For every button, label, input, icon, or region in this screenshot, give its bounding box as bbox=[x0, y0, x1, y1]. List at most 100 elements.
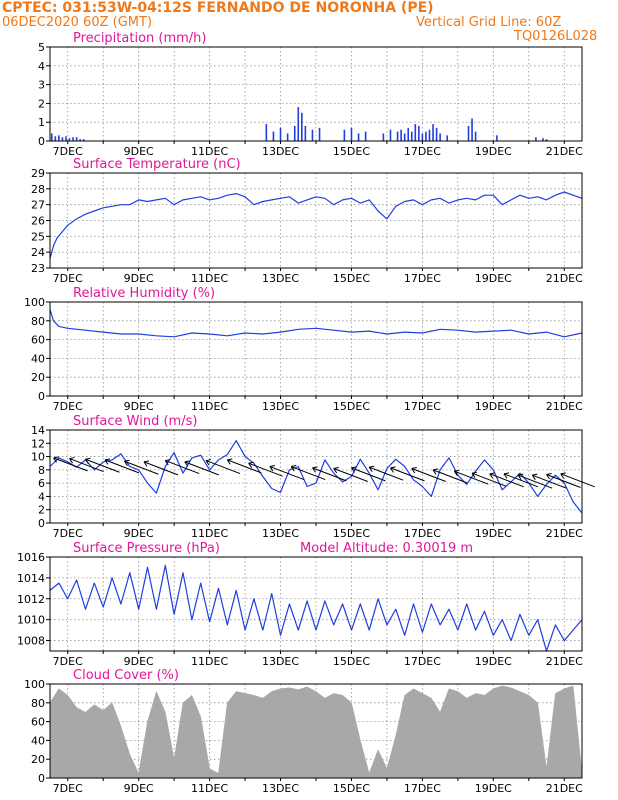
temp-xtick-label: 19DEC bbox=[475, 272, 512, 285]
precip-bar bbox=[414, 124, 417, 141]
pres-ytick-label: 1014 bbox=[17, 572, 45, 585]
wind-arrow bbox=[453, 469, 489, 485]
pres-ytick-label: 1016 bbox=[17, 551, 45, 564]
rh-xtick-label: 7DEC bbox=[53, 400, 83, 413]
wind-xtick-label: 17DEC bbox=[404, 527, 441, 540]
wind-arrow bbox=[69, 457, 104, 473]
precip-bar bbox=[364, 131, 367, 141]
rh-title: Relative Humidity (%) bbox=[73, 286, 215, 301]
precip-xtick-label: 15DEC bbox=[333, 145, 370, 158]
rh-xtick-label: 21DEC bbox=[546, 400, 583, 413]
pres-xtick-label: 7DEC bbox=[53, 655, 83, 668]
precip-bar bbox=[535, 137, 537, 141]
precip-xtick-label: 19DEC bbox=[475, 145, 512, 158]
cloud-title: Cloud Cover (%) bbox=[73, 668, 179, 683]
wind-ytick-label: 8 bbox=[38, 464, 45, 477]
precip-bar bbox=[446, 135, 449, 141]
precip-ytick-label: 0 bbox=[38, 135, 45, 148]
rh-xtick-label: 15DEC bbox=[333, 400, 370, 413]
wind-arrow bbox=[333, 467, 368, 482]
precip-bar bbox=[304, 125, 307, 141]
precip-bar bbox=[425, 131, 427, 141]
precip-bar bbox=[403, 133, 406, 141]
temp-ytick-label: 29 bbox=[31, 167, 45, 180]
wind-xtick-label: 7DEC bbox=[53, 527, 83, 540]
precip-bar bbox=[318, 127, 321, 141]
wind-arrow bbox=[226, 458, 262, 474]
precip-bar bbox=[82, 139, 85, 141]
pres-xtick-label: 19DEC bbox=[475, 655, 512, 668]
cloud-xtick-label: 11DEC bbox=[191, 782, 228, 795]
temp-xtick-label: 13DEC bbox=[262, 272, 299, 285]
precip-xtick-label: 13DEC bbox=[262, 145, 299, 158]
precip-bar bbox=[407, 127, 410, 141]
precip-bar bbox=[439, 133, 441, 141]
wind-arrow bbox=[546, 473, 581, 488]
precip-ytick-label: 3 bbox=[38, 79, 45, 92]
temp-xtick-label: 21DEC bbox=[546, 272, 583, 285]
wind-arrow bbox=[248, 461, 283, 477]
wind-arrow bbox=[269, 465, 305, 481]
temp-xtick-label: 15DEC bbox=[333, 272, 370, 285]
precip-bar bbox=[272, 131, 275, 141]
precip-bar bbox=[286, 133, 289, 141]
cloud-area bbox=[49, 685, 583, 779]
precip-bar bbox=[343, 129, 346, 141]
precip-bar bbox=[418, 125, 420, 141]
cloud-ytick-label: 0 bbox=[38, 772, 45, 785]
precip-bar bbox=[389, 129, 392, 141]
cloud-ytick-label: 40 bbox=[31, 734, 45, 747]
rh-xtick-label: 13DEC bbox=[262, 400, 299, 413]
precip-bar bbox=[293, 125, 296, 141]
cloud-ytick-label: 100 bbox=[24, 678, 45, 691]
precip-bar bbox=[496, 135, 498, 141]
rh-ytick-label: 0 bbox=[38, 390, 45, 403]
header-station: CPTEC: 031:53W-04:12S FERNANDO DE NORONH… bbox=[2, 0, 434, 16]
wind-ytick-label: 14 bbox=[31, 424, 45, 437]
precip-xtick-label: 9DEC bbox=[124, 145, 154, 158]
rh-panel: 0 20 40 60 80 100 7DEC 9DEC 11DEC 13DEC 15DEC 17DEC… bbox=[24, 286, 583, 413]
temp-line bbox=[49, 191, 583, 259]
temp-ytick-label: 23 bbox=[31, 262, 45, 275]
wind-ytick-label: 0 bbox=[38, 517, 45, 530]
pres-panel: 1008 1010 1012 1014 1016 7DEC 9DEC 11DEC 13DEC 15… bbox=[17, 541, 583, 668]
precip-bar bbox=[400, 129, 402, 141]
pres-frame bbox=[49, 556, 583, 652]
precip-frame bbox=[49, 46, 583, 142]
precip-bar bbox=[301, 112, 303, 141]
pres-xtick-label: 17DEC bbox=[404, 655, 441, 668]
pres-ytick-label: 1008 bbox=[17, 635, 45, 648]
precip-bar bbox=[474, 131, 477, 141]
cloud-ytick-label: 60 bbox=[31, 716, 45, 729]
wind-arrow bbox=[312, 466, 347, 482]
precip-bar bbox=[279, 127, 282, 141]
precip-title: Precipitation (mm/h) bbox=[73, 31, 206, 46]
wind-ytick-label: 10 bbox=[31, 451, 45, 464]
wind-arrow bbox=[471, 471, 507, 487]
precip-xtick-label: 17DEC bbox=[404, 145, 441, 158]
wind-arrow bbox=[124, 459, 159, 475]
precip-xtick-label: 21DEC bbox=[546, 145, 583, 158]
wind-arrow bbox=[390, 466, 425, 482]
wind-line bbox=[49, 440, 583, 514]
wind-xtick-label: 13DEC bbox=[262, 527, 299, 540]
wind-arrow bbox=[432, 468, 468, 484]
precip-bar bbox=[58, 135, 60, 141]
cloud-ytick-label: 20 bbox=[31, 753, 45, 766]
wind-arrow bbox=[368, 465, 404, 481]
rh-ytick-label: 80 bbox=[31, 315, 45, 328]
header-run-time: 06DEC2020 60Z (GMT) bbox=[2, 15, 153, 30]
wind-arrow bbox=[489, 472, 524, 488]
wind-arrow bbox=[531, 473, 567, 489]
pres-annotation: Model Altitude: 0.30019 m bbox=[300, 541, 473, 556]
wind-arrow bbox=[85, 457, 120, 473]
precip-bar bbox=[542, 138, 544, 141]
pres-xtick-label: 13DEC bbox=[262, 655, 299, 668]
precip-bar bbox=[297, 107, 300, 141]
wind-arrow bbox=[205, 459, 241, 475]
rh-frame bbox=[49, 301, 583, 397]
temp-xtick-label: 11DEC bbox=[191, 272, 228, 285]
precip-xtick-label: 7DEC bbox=[53, 145, 83, 158]
precip-bar bbox=[50, 133, 53, 141]
